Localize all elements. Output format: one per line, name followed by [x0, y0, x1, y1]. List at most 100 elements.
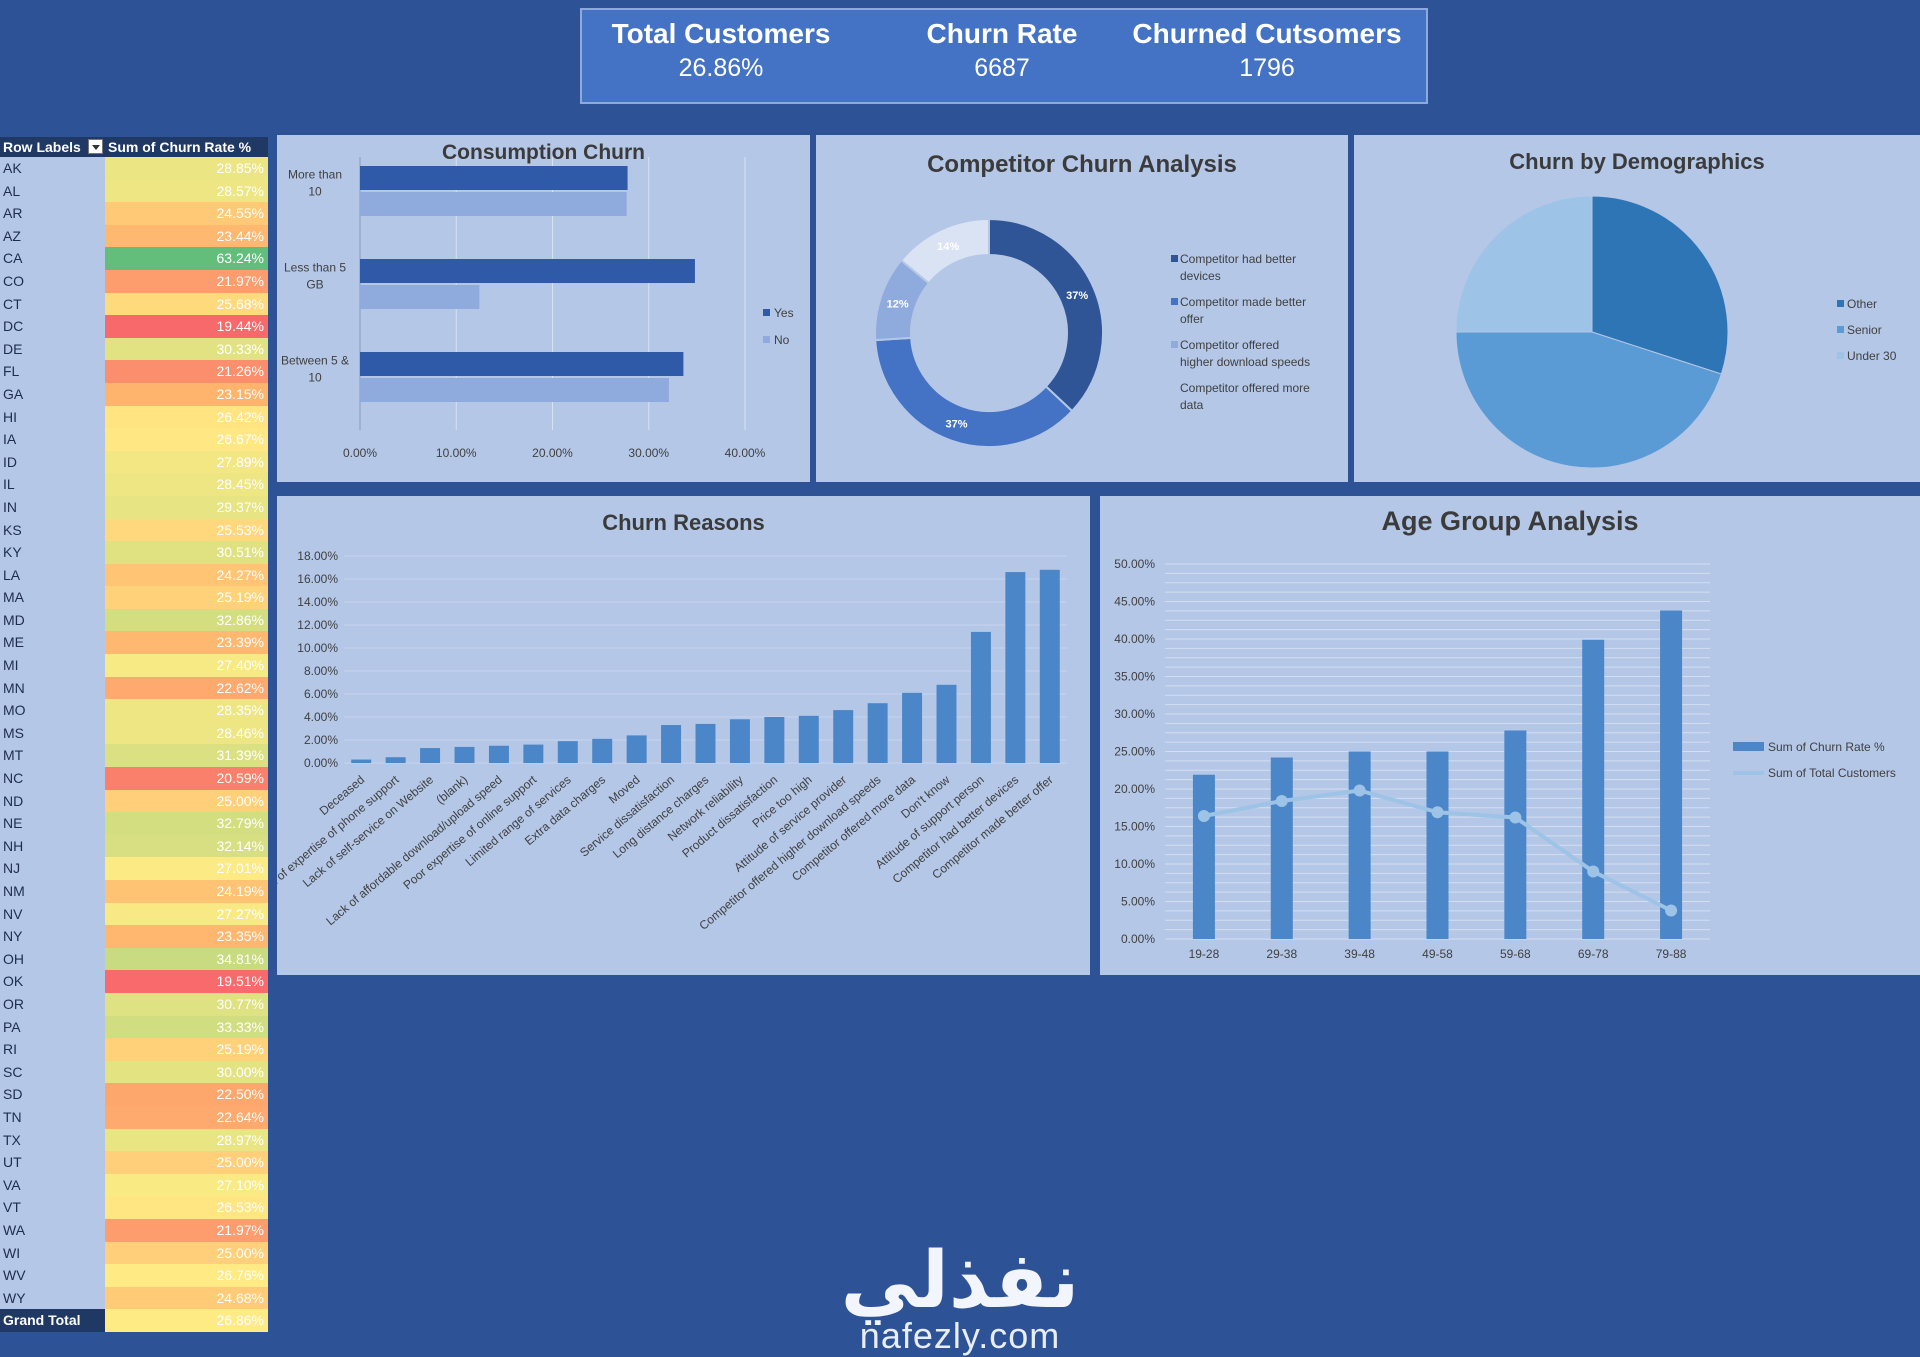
watermark-url: nafezly.com: [859, 1315, 1061, 1356]
pivot-row: MA 25.19%: [0, 586, 268, 609]
y-tick-label: 30.00%: [1114, 707, 1155, 721]
age-group-chart: 0.00% 5.00% 10.00% 15.00% 20.00% 25.00% 30.00%…: [1114, 557, 1896, 961]
state-label: WA: [0, 1218, 105, 1242]
churn-rate-bar: [1504, 730, 1527, 939]
y-tick-label: 5.00%: [1121, 895, 1155, 909]
donut-slice: [988, 217, 1104, 413]
state-churn-value: 21.97%: [105, 1218, 268, 1242]
chart-title: Consumption Churn: [442, 141, 645, 164]
legend-label: Yes: [774, 306, 794, 320]
state-label: ME: [0, 631, 105, 655]
x-category-label: 69-78: [1578, 947, 1609, 961]
churn-rate-bar: [1426, 751, 1449, 939]
chart-title: Churn Reasons: [602, 510, 765, 535]
legend-swatch: [1733, 742, 1764, 751]
donut-data-label: 12%: [887, 298, 909, 310]
y-tick-label: 16.00%: [297, 572, 338, 586]
category-label: 10: [308, 371, 322, 385]
legend-label: Under 30: [1847, 349, 1897, 363]
kpi-title: Churn Rate: [926, 18, 1078, 49]
state-label: AR: [0, 202, 105, 225]
state-label: UT: [0, 1151, 105, 1174]
state-churn-value: 63.24%: [105, 247, 268, 270]
kpi-title: Churned Cutsomers: [1132, 18, 1402, 49]
y-tick-label: 50.00%: [1114, 557, 1155, 571]
x-tick-label: 0.00%: [343, 446, 377, 460]
reason-bar: [626, 735, 647, 763]
x-category-label: 59-68: [1500, 947, 1531, 961]
bar-no: [360, 285, 480, 309]
pivot-row: NV 27.27%: [0, 902, 268, 926]
state-label: KY: [0, 541, 105, 564]
y-tick-label: 0.00%: [1121, 932, 1155, 946]
legend-swatch: [1171, 341, 1178, 348]
y-tick-label: 18.00%: [297, 549, 338, 563]
pivot-row: AL 28.57%: [0, 179, 268, 203]
churn-rate-bar: [1348, 751, 1371, 939]
consumption-churn-panel: Consumption Churn 0.00% 10.00% 20.00% 30.00…: [277, 135, 810, 482]
row-labels-header: Row Labels: [0, 137, 105, 157]
state-label: RI: [0, 1038, 105, 1061]
pivot-row: LA 24.27%: [0, 563, 268, 587]
state-churn-value: 27.01%: [105, 857, 268, 880]
state-churn-value: 28.57%: [105, 179, 268, 203]
pivot-row: IL 28.45%: [0, 473, 268, 496]
y-tick-label: 2.00%: [304, 733, 338, 747]
y-tick-label: 20.00%: [1114, 782, 1155, 796]
legend-swatch: [1171, 255, 1178, 262]
churn-reasons-panel: Churn Reasons 0.00% 2.00% 4.00% 6.00% 8.00% 1…: [277, 496, 1090, 975]
pivot-row: CA 63.24%: [0, 247, 268, 270]
category-label: GB: [306, 278, 323, 292]
state-churn-value: 20.59%: [105, 767, 268, 790]
svg-text:نفذلي: نفذلي: [841, 1236, 1080, 1325]
reason-bar: [523, 744, 544, 763]
donut-data-label: 14%: [937, 241, 959, 253]
pivot-row: AZ 23.44%: [0, 224, 268, 248]
state-churn-value: 28.35%: [105, 699, 268, 722]
bar-yes: [360, 352, 684, 376]
pivot-row: HI 26.42%: [0, 405, 268, 429]
state-label: SC: [0, 1060, 105, 1084]
x-tick-label: 30.00%: [628, 446, 669, 460]
state-label: IA: [0, 428, 105, 451]
legend-label: Senior: [1847, 323, 1882, 337]
churn-rate-bar: [1660, 610, 1683, 939]
category-label: Less than 5: [284, 261, 346, 275]
state-label: OH: [0, 947, 105, 971]
reason-bar: [454, 746, 475, 763]
legend-label: data: [1180, 398, 1204, 412]
bar-yes: [360, 259, 695, 283]
state-label: NY: [0, 925, 105, 948]
state-label: WY: [0, 1286, 105, 1310]
state-label: LA: [0, 563, 105, 587]
pivot-header: Row Labels Sum of Churn Rate %: [0, 137, 268, 157]
x-tick-label: 20.00%: [532, 446, 573, 460]
state-churn-value: 27.40%: [105, 654, 268, 677]
filter-dropdown-icon[interactable]: [88, 139, 103, 154]
state-churn-value: 30.33%: [105, 337, 268, 361]
reason-bar: [798, 715, 819, 763]
pivot-row: CO 21.97%: [0, 269, 268, 293]
pivot-row: UT 25.00%: [0, 1151, 268, 1174]
churn-rate-bar: [1582, 639, 1605, 939]
state-churn-value: 30.77%: [105, 992, 268, 1016]
state-label: CT: [0, 292, 105, 316]
pivot-row: VA 27.10%: [0, 1173, 268, 1197]
x-category-label: 39-48: [1344, 947, 1375, 961]
pivot-row: ID 27.89%: [0, 450, 268, 474]
y-tick-label: 15.00%: [1114, 820, 1155, 834]
state-label: HI: [0, 405, 105, 429]
x-category-label: 79-88: [1656, 947, 1687, 961]
state-churn-value: 23.15%: [105, 382, 268, 406]
pivot-row: PA 33.33%: [0, 1015, 268, 1039]
chart-title: Age Group Analysis: [1381, 506, 1639, 536]
state-churn-value: 21.97%: [105, 269, 268, 293]
state-churn-value: 23.35%: [105, 925, 268, 948]
pivot-row: NC 20.59%: [0, 767, 268, 790]
line-point: [1431, 806, 1444, 819]
pivot-row: KY 30.51%: [0, 541, 268, 564]
y-tick-label: 25.00%: [1114, 745, 1155, 759]
legend-label: Competitor had better: [1180, 252, 1296, 266]
state-label: IN: [0, 495, 105, 519]
pivot-row: TX 28.97%: [0, 1128, 268, 1152]
